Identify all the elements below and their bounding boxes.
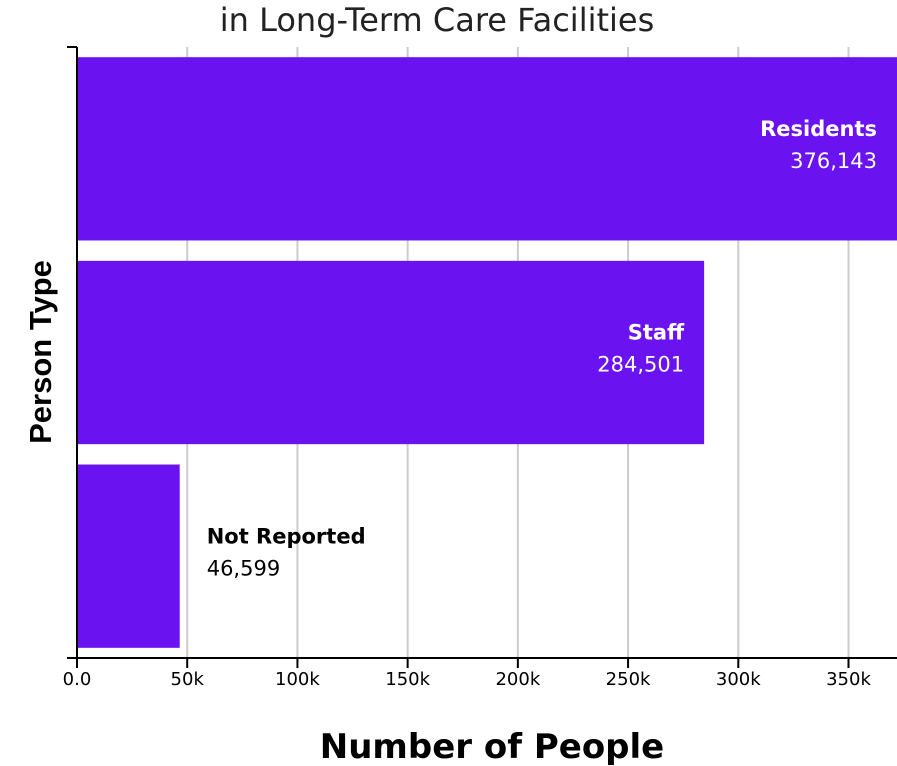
x-tick-label-3: 150k <box>385 669 430 690</box>
bar-not-reported <box>78 464 180 648</box>
chart-title: in Long-Term Care Facilities <box>220 1 655 39</box>
bar-label-residents: Residents <box>760 117 877 141</box>
x-tick-label-7: 350k <box>826 669 871 690</box>
bar-value-residents: 376,143 <box>790 149 877 173</box>
x-tick-label-5: 250k <box>606 669 651 690</box>
x-tick-label-4: 200k <box>495 669 540 690</box>
bar-label-not-reported: Not Reported <box>207 524 366 548</box>
x-tick-label-0: 0.0 <box>63 669 92 690</box>
x-tick-label-2: 100k <box>275 669 320 690</box>
bar-value-staff: 284,501 <box>597 353 684 377</box>
y-axis-title: Person Type <box>23 260 58 444</box>
bar-labels: Residents 376,143 Staff 284,501 Not Reported… <box>207 117 877 580</box>
axes <box>67 46 897 668</box>
x-axis-title: Number of People <box>320 727 664 766</box>
bar-staff <box>78 260 705 445</box>
bar-value-not-reported: 46,599 <box>207 556 280 580</box>
x-tick-label-1: 50k <box>171 669 205 690</box>
bar-residents <box>78 57 897 241</box>
x-tick-labels: 0.0 50k 100k 150k 200k 250k 300k 350k <box>63 669 872 690</box>
bar-label-staff: Staff <box>628 321 685 345</box>
bars <box>78 57 897 648</box>
x-tick-label-6: 300k <box>716 669 761 690</box>
